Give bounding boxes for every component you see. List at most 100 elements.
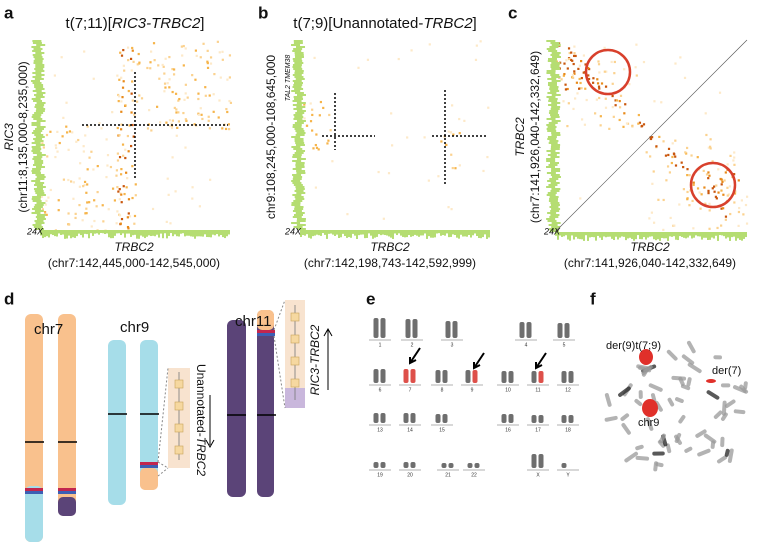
heat-cell bbox=[692, 227, 695, 230]
heat-cell bbox=[635, 43, 638, 46]
heat-cell bbox=[120, 100, 123, 103]
x-coords: (chr7:141,926,040-142,332,649) bbox=[564, 256, 736, 270]
coverage-bar bbox=[32, 158, 42, 160]
heat-cell bbox=[570, 51, 573, 54]
coverage-bar bbox=[174, 230, 176, 235]
coverage-bar bbox=[152, 230, 154, 236]
heat-cell bbox=[40, 195, 44, 198]
coverage-bar bbox=[294, 128, 304, 130]
heat-cell bbox=[674, 139, 677, 142]
coverage-bar bbox=[548, 100, 558, 102]
coverage-bar bbox=[547, 92, 557, 94]
coverage-bar bbox=[31, 116, 41, 118]
chromosome bbox=[257, 310, 274, 497]
coverage-bar bbox=[597, 232, 599, 236]
coverage-bar bbox=[340, 230, 342, 238]
coverage-bar bbox=[689, 232, 691, 236]
coverage-bar bbox=[295, 78, 305, 80]
chromosome-spread bbox=[618, 386, 631, 397]
heat-cell bbox=[595, 98, 598, 101]
coverage-bar bbox=[681, 232, 683, 237]
heat-cell bbox=[598, 71, 601, 74]
coverage-bar bbox=[705, 232, 707, 238]
heat-cell bbox=[121, 143, 125, 146]
heat-cell bbox=[119, 173, 123, 176]
coverage-bar bbox=[296, 150, 306, 152]
coverage-bar bbox=[296, 192, 306, 194]
heat-cell bbox=[309, 102, 312, 105]
heat-cell bbox=[572, 107, 575, 111]
heat-cell bbox=[705, 173, 709, 176]
coverage-bar bbox=[162, 230, 164, 239]
coverage-bar bbox=[293, 60, 303, 62]
heat-cell bbox=[47, 196, 50, 199]
coverage-bar bbox=[293, 184, 303, 186]
coverage-bar bbox=[585, 232, 587, 236]
coverage-bar bbox=[98, 230, 100, 235]
heat-cell bbox=[123, 192, 126, 196]
chromatid bbox=[561, 415, 567, 423]
coverage-bar bbox=[294, 54, 304, 56]
heat-cell bbox=[90, 225, 93, 228]
coverage-bar bbox=[550, 116, 560, 118]
coverage-bar bbox=[687, 232, 689, 238]
coverage-bar bbox=[384, 230, 386, 236]
heat-cell bbox=[573, 52, 576, 55]
coverage-bar bbox=[31, 180, 41, 182]
fish-signal bbox=[639, 349, 653, 365]
heat-cell bbox=[578, 87, 581, 90]
heat-cell bbox=[576, 92, 579, 95]
chromatid bbox=[508, 414, 514, 423]
coverage-bar bbox=[547, 136, 557, 138]
coverage-bar bbox=[414, 230, 416, 235]
heat-cell bbox=[640, 125, 643, 128]
chromatid bbox=[531, 371, 537, 383]
coverage-bar bbox=[607, 232, 609, 237]
heat-cell bbox=[637, 122, 640, 125]
heat-cell bbox=[722, 193, 725, 196]
coverage-bar bbox=[695, 232, 697, 236]
heat-cell bbox=[312, 147, 315, 150]
heat-cell bbox=[168, 119, 172, 122]
heat-cell bbox=[612, 115, 615, 118]
heat-cell bbox=[410, 49, 413, 52]
title-part: t(7;9)[Unannotated- bbox=[293, 15, 423, 32]
heat-cell bbox=[58, 141, 61, 145]
heat-cell bbox=[90, 150, 93, 153]
coverage-bar bbox=[550, 214, 560, 216]
coverage-bar bbox=[190, 230, 192, 237]
coverage-bar bbox=[374, 230, 376, 238]
chromatid bbox=[474, 463, 480, 468]
coverage-bar bbox=[291, 222, 301, 224]
coverage-bar bbox=[713, 232, 715, 239]
coverage-bar bbox=[382, 230, 384, 235]
coverage-bar bbox=[601, 232, 603, 240]
heat-cell bbox=[163, 72, 166, 75]
heat-cell bbox=[573, 70, 576, 73]
heat-cell bbox=[128, 124, 131, 127]
heat-cell bbox=[649, 155, 652, 158]
heat-cell bbox=[599, 115, 602, 118]
heat-cell bbox=[662, 198, 665, 202]
heat-cell bbox=[127, 198, 131, 201]
heat-cell bbox=[67, 212, 70, 215]
coverage-bar bbox=[33, 60, 43, 62]
heat-cell bbox=[692, 181, 695, 184]
coverage-bar bbox=[293, 214, 303, 216]
coverage-bar bbox=[46, 230, 48, 237]
heat-cell bbox=[565, 59, 568, 62]
heat-cell bbox=[186, 96, 189, 99]
heat-cell bbox=[704, 202, 707, 205]
heat-cell bbox=[314, 143, 317, 147]
heat-cell bbox=[680, 161, 683, 164]
coverage-bar bbox=[438, 230, 440, 234]
coverage-bar bbox=[294, 196, 304, 198]
coverage-bar bbox=[450, 230, 452, 237]
panel-letter: b bbox=[258, 3, 268, 22]
band bbox=[140, 462, 158, 465]
heat-cell bbox=[49, 188, 52, 192]
coverage-bar bbox=[701, 232, 703, 240]
heat-cell bbox=[194, 49, 198, 52]
heat-cell bbox=[732, 159, 735, 162]
heat-cell bbox=[124, 148, 127, 151]
